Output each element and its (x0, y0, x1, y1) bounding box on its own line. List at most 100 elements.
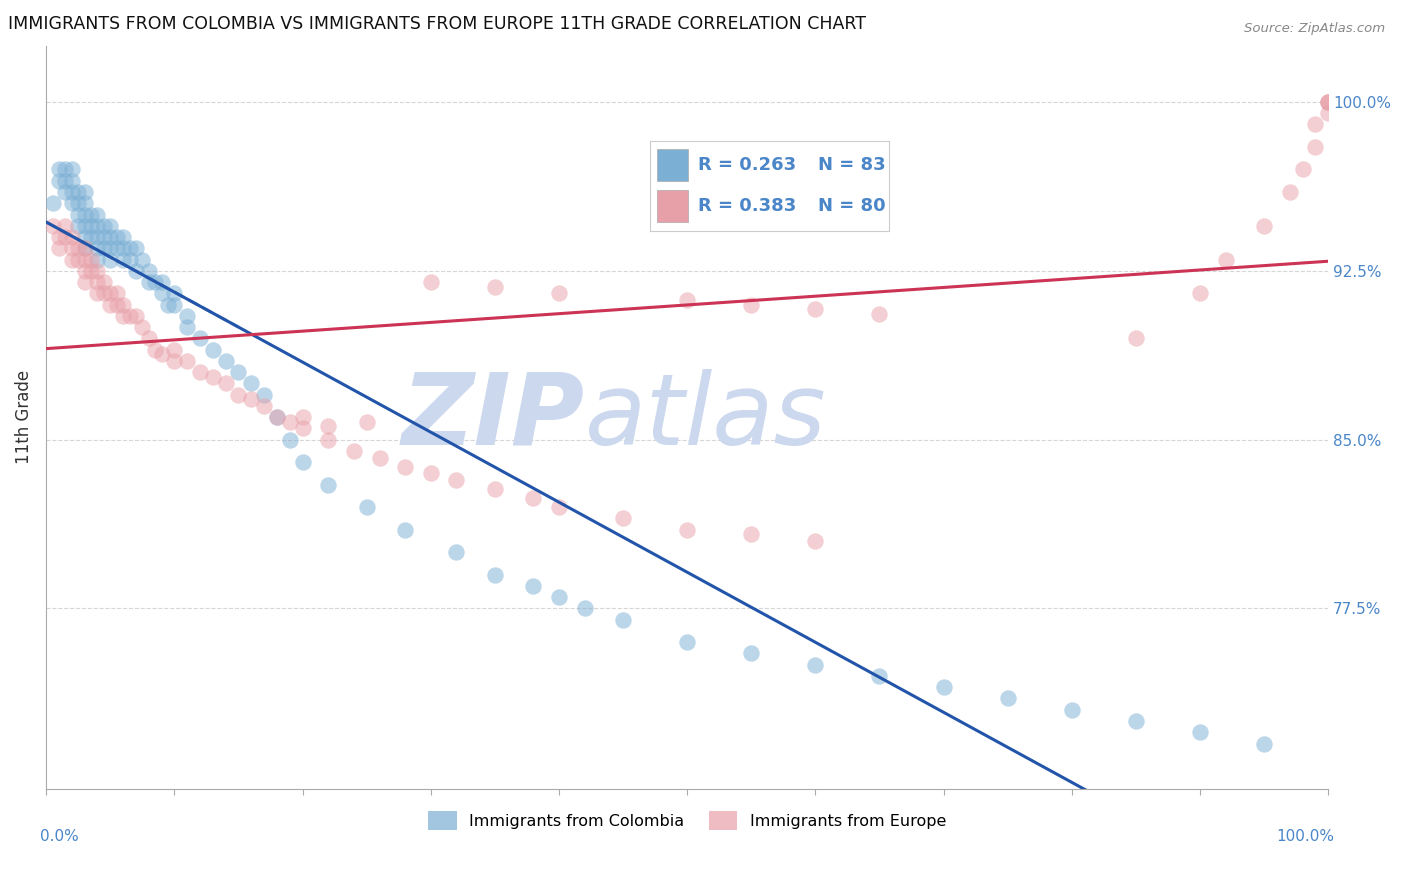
Point (105, 241, 128, 255)
Point (1125, 331, 1147, 345)
Point (80, 252, 103, 267)
Point (1253, 219, 1275, 233)
Point (740, 527, 762, 541)
Point (291, 410, 314, 425)
Y-axis label: 11th Grade: 11th Grade (15, 370, 32, 464)
Point (73, 230, 96, 244)
Point (105, 286, 128, 301)
Point (98, 241, 121, 255)
Point (522, 579, 544, 593)
Point (740, 297, 762, 311)
Point (291, 421, 314, 435)
Point (125, 309, 148, 323)
Point (93, 275, 115, 289)
Point (48, 174, 70, 188)
Point (98, 230, 121, 244)
Point (93, 219, 115, 233)
Point (869, 307, 891, 321)
Point (997, 691, 1019, 706)
Point (112, 241, 135, 255)
Point (80, 264, 103, 278)
Point (176, 309, 198, 323)
Point (291, 455, 314, 469)
Point (73, 264, 96, 278)
Point (1125, 714, 1147, 728)
Point (1060, 703, 1083, 717)
Point (215, 376, 238, 391)
Point (73, 275, 96, 289)
Point (67, 219, 90, 233)
Point (150, 286, 173, 301)
Point (93, 241, 115, 255)
Point (86, 207, 108, 221)
Point (201, 369, 224, 384)
Point (215, 354, 238, 368)
Point (163, 343, 186, 357)
Point (150, 347, 173, 361)
Point (316, 433, 339, 447)
Text: Source: ZipAtlas.com: Source: ZipAtlas.com (1244, 22, 1385, 36)
Point (67, 207, 90, 221)
Point (188, 365, 211, 379)
Point (118, 252, 141, 267)
Legend: Immigrants from Colombia, Immigrants from Europe: Immigrants from Colombia, Immigrants fro… (422, 805, 953, 837)
Point (1317, 95, 1340, 109)
Point (86, 241, 108, 255)
Point (93, 230, 115, 244)
Text: R = 0.383: R = 0.383 (697, 197, 796, 215)
Point (112, 230, 135, 244)
Point (80, 207, 103, 221)
Point (253, 399, 276, 413)
Point (266, 410, 288, 425)
Point (80, 230, 103, 244)
Point (188, 331, 211, 345)
Point (86, 219, 108, 233)
Point (73, 196, 96, 211)
Point (105, 297, 128, 311)
Point (612, 613, 634, 627)
Point (143, 275, 166, 289)
Point (60, 162, 83, 177)
Point (1188, 286, 1211, 301)
Point (138, 331, 160, 345)
Point (522, 491, 544, 505)
Point (125, 241, 148, 255)
Point (67, 252, 90, 267)
Point (73, 241, 96, 255)
Point (1317, 95, 1340, 109)
Point (73, 207, 96, 221)
Point (105, 230, 128, 244)
Point (163, 286, 186, 301)
Point (67, 185, 90, 199)
Point (48, 230, 70, 244)
Point (228, 387, 250, 401)
Point (143, 343, 166, 357)
Point (118, 241, 141, 255)
Point (86, 286, 108, 301)
Point (131, 320, 153, 334)
Point (138, 264, 160, 278)
Point (278, 415, 301, 429)
Point (548, 286, 571, 301)
Point (484, 279, 506, 293)
Point (67, 241, 90, 255)
Point (67, 196, 90, 211)
Point (98, 219, 121, 233)
Point (86, 230, 108, 244)
Text: R = 0.263: R = 0.263 (697, 156, 796, 174)
Point (804, 301, 827, 316)
Point (118, 309, 141, 323)
Point (574, 601, 596, 615)
Point (1215, 252, 1237, 267)
Point (73, 252, 96, 267)
Point (1291, 162, 1313, 177)
Point (98, 297, 121, 311)
Point (932, 680, 955, 694)
Point (55, 230, 77, 244)
Point (125, 264, 148, 278)
Point (804, 657, 827, 672)
Bar (657, 191, 688, 222)
Point (60, 252, 83, 267)
Point (73, 219, 96, 233)
Point (612, 511, 634, 525)
